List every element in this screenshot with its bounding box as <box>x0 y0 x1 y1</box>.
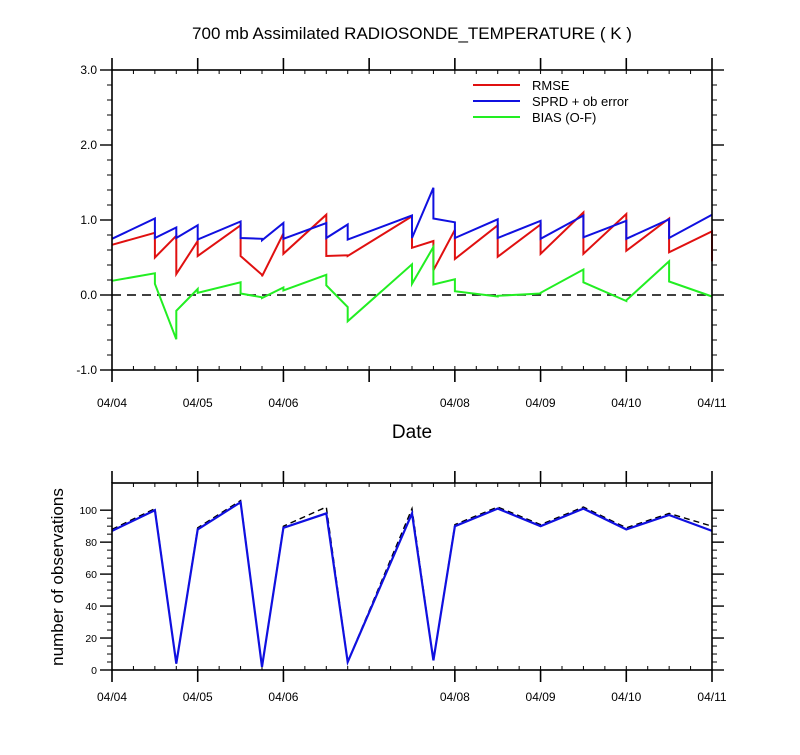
top-y-tick-label: 2.0 <box>80 138 97 152</box>
bottom-x-tick-label: 04/09 <box>526 690 556 704</box>
bottom-x-tick-label: 04/11 <box>697 690 726 704</box>
bottom-y-tick-label: 100 <box>79 505 97 517</box>
bottom-y-tick-label: 0 <box>91 665 97 677</box>
bottom-x-tick-label: 04/08 <box>440 690 470 704</box>
bottom-y-tick-label: 40 <box>85 601 97 613</box>
top-x-tick-label: 04/09 <box>526 396 556 410</box>
bottom-y-tick-label: 60 <box>85 569 97 581</box>
bottom-y-tick-label: 80 <box>85 537 97 549</box>
bottom-x-tick-label: 04/10 <box>611 690 641 704</box>
top-y-tick-label: 0.0 <box>80 288 97 302</box>
x-axis-title: Date <box>392 422 432 443</box>
top-x-tick-label: 04/10 <box>611 396 641 410</box>
top-plot-frame <box>111 69 713 371</box>
series-line-sprd-ob-error <box>111 187 713 243</box>
bottom-x-tick-label: 04/05 <box>183 690 213 704</box>
legend-label: SPRD + ob error <box>532 94 629 109</box>
bottom-y-tick-label: 20 <box>85 633 97 645</box>
series-line-bias-o-f <box>111 243 713 340</box>
obs-line-assimilated <box>111 500 713 667</box>
top-y-tick-label: 3.0 <box>80 63 97 77</box>
top-y-tick-label: 1.0 <box>80 213 97 227</box>
top-x-tick-label: 04/08 <box>440 396 470 410</box>
y-axis-title-observations: number of observations <box>48 488 67 666</box>
top-x-tick-label: 04/11 <box>697 396 726 410</box>
bottom-plot-frame <box>111 482 713 671</box>
top-x-tick-label: 04/05 <box>183 396 213 410</box>
top-x-tick-label: 04/06 <box>268 396 298 410</box>
chart-title: 700 mb Assimilated RADIOSONDE_TEMPERATUR… <box>192 24 632 43</box>
legend-label: RMSE <box>532 78 570 93</box>
bottom-x-tick-label: 04/04 <box>97 690 127 704</box>
top-x-tick-label: 04/04 <box>97 396 127 410</box>
bottom-x-tick-label: 04/06 <box>268 690 298 704</box>
legend-label: BIAS (O-F) <box>532 110 596 125</box>
top-y-tick-label: -1.0 <box>76 363 97 377</box>
